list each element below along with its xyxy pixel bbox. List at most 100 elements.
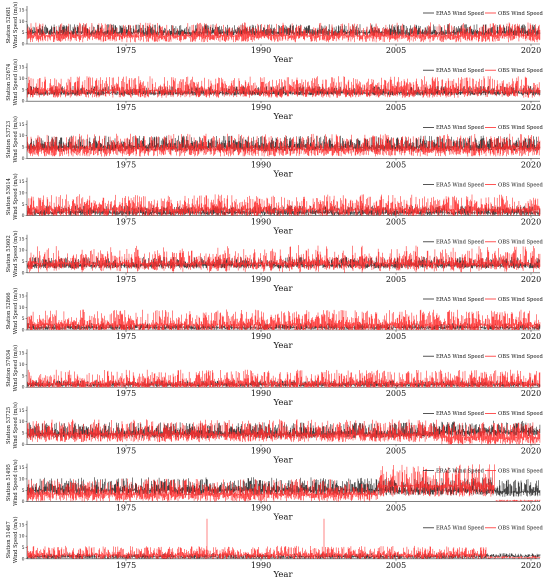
x-axis-label: Year xyxy=(272,341,293,351)
series-obs xyxy=(27,76,541,98)
x-tick-label: 2020 xyxy=(521,46,541,55)
station-label: Station 53614 xyxy=(6,177,12,215)
legend: ERA5 Wind Speed OBS Wind Speed xyxy=(423,354,543,360)
panel-5: 0 5 10 15 1975 1990 2005 2020 Year Station 53602 W… xyxy=(6,231,543,294)
legend-label-era5: ERA5 Wind Speed xyxy=(436,411,485,417)
series-obs xyxy=(27,419,541,445)
x-tick-label: 2005 xyxy=(386,446,406,455)
y-tick-label: 5 xyxy=(22,202,25,208)
legend-label-era5: ERA5 Wind Speed xyxy=(436,182,485,188)
legend-label-era5: ERA5 Wind Speed xyxy=(436,354,485,360)
y-tick-label: 10 xyxy=(19,76,25,82)
y-tick-label: 15 xyxy=(19,522,25,528)
legend-label-obs: OBS Wind Speed xyxy=(498,526,543,532)
legend: ERA5 Wind Speed OBS Wind Speed xyxy=(423,182,543,188)
y-tick-label: 10 xyxy=(19,362,25,368)
y-axis-label: Wind Speed (m/s) xyxy=(12,459,19,506)
x-tick-label: 1975 xyxy=(116,218,136,227)
x-tick-label: 1975 xyxy=(116,275,136,284)
legend-label-obs: OBS Wind Speed xyxy=(498,468,543,474)
x-tick-label: 2020 xyxy=(521,389,541,398)
x-axis-label: Year xyxy=(272,398,293,408)
station-label: Station 57034 xyxy=(6,349,12,387)
panel-9: 0 5 10 15 1975 1990 2005 2020 Year Station 51495 W… xyxy=(6,459,543,522)
x-tick-label: 1975 xyxy=(116,160,136,169)
legend-label-obs: OBS Wind Speed xyxy=(498,240,543,246)
y-tick-label: 10 xyxy=(19,133,25,139)
y-tick-label: 5 xyxy=(22,316,25,322)
y-tick-label: 0 xyxy=(22,328,25,334)
legend-label-obs: OBS Wind Speed xyxy=(498,125,543,131)
y-tick-label: 5 xyxy=(22,259,25,265)
x-tick-label: 2020 xyxy=(521,218,541,227)
x-tick-label: 1975 xyxy=(116,46,136,55)
y-axis-label: Wind Speed (m/s) xyxy=(12,345,19,392)
legend: ERA5 Wind Speed OBS Wind Speed xyxy=(423,468,543,474)
legend: ERA5 Wind Speed OBS Wind Speed xyxy=(423,125,543,131)
y-tick-label: 15 xyxy=(19,236,25,242)
y-tick-label: 5 xyxy=(22,145,25,151)
y-tick-label: 10 xyxy=(19,476,25,482)
y-tick-label: 5 xyxy=(22,87,25,93)
panel-6: 0 5 10 15 1975 1990 2005 2020 Year Station 52866 W… xyxy=(6,288,543,351)
y-axis-label: Wind Speed (m/s) xyxy=(12,173,19,220)
x-tick-label: 1990 xyxy=(251,275,271,284)
y-axis-label: Wind Speed (m/s) xyxy=(12,116,19,163)
legend-label-obs: OBS Wind Speed xyxy=(498,297,543,303)
series-obs xyxy=(27,464,541,502)
y-tick-label: 0 xyxy=(22,270,25,276)
y-axis-label: Wind Speed (m/s) xyxy=(12,402,19,449)
x-tick-label: 1975 xyxy=(116,446,136,455)
y-tick-label: 15 xyxy=(19,179,25,185)
panel-7: 0 5 10 15 1975 1990 2005 2020 Year Station 57034 W… xyxy=(6,345,543,408)
station-label: Station 52866 xyxy=(6,292,12,329)
station-label: Station 51467 xyxy=(6,521,12,558)
y-tick-label: 10 xyxy=(19,305,25,311)
x-axis-label: Year xyxy=(272,227,293,237)
x-tick-label: 1975 xyxy=(116,561,136,570)
x-axis-label: Year xyxy=(272,570,293,580)
x-tick-label: 1990 xyxy=(251,389,271,398)
station-label: Station 53723 xyxy=(6,121,12,158)
x-tick-label: 2005 xyxy=(386,103,406,112)
x-tick-label: 2020 xyxy=(521,332,541,341)
x-axis-label: Year xyxy=(272,55,293,65)
y-axis-label: Wind Speed (m/s) xyxy=(12,288,19,335)
station-label: Station 53602 xyxy=(6,235,12,272)
y-axis-label: Wind Speed (m/s) xyxy=(12,231,19,278)
x-tick-label: 2005 xyxy=(386,218,406,227)
x-tick-label: 2005 xyxy=(386,160,406,169)
legend-label-era5: ERA5 Wind Speed xyxy=(436,468,485,474)
y-axis-label: Wind Speed (m/s) xyxy=(12,59,19,106)
y-tick-label: 5 xyxy=(22,545,25,551)
x-tick-label: 2020 xyxy=(521,561,541,570)
panel-3: 0 5 10 15 1975 1990 2005 2020 Year Station 53723 W… xyxy=(6,116,543,179)
legend-label-era5: ERA5 Wind Speed xyxy=(436,11,485,17)
series-obs xyxy=(27,518,541,559)
y-tick-label: 15 xyxy=(19,465,25,471)
y-tick-label: 15 xyxy=(19,294,25,300)
x-tick-label: 2020 xyxy=(521,504,541,513)
legend-label-era5: ERA5 Wind Speed xyxy=(436,68,485,74)
x-tick-label: 2005 xyxy=(386,561,406,570)
station-label: Station 51495 xyxy=(6,464,12,501)
panel-2: 0 5 10 15 1975 1990 2005 2020 Year Station 52674 W… xyxy=(6,59,543,122)
y-tick-label: 0 xyxy=(22,213,25,219)
panel-8: 0 5 10 15 1975 1990 2005 2020 Year Station 53725 W… xyxy=(6,402,543,465)
x-axis-label: Year xyxy=(272,513,293,523)
x-tick-label: 1975 xyxy=(116,103,136,112)
x-tick-label: 1975 xyxy=(116,504,136,513)
series-obs xyxy=(27,309,541,330)
y-tick-label: 15 xyxy=(19,122,25,128)
panel-1: 0 5 10 15 1975 1990 2005 2020 Year Station 52681 W… xyxy=(6,2,543,65)
y-tick-label: 15 xyxy=(19,351,25,357)
x-tick-label: 2020 xyxy=(521,275,541,284)
y-tick-label: 15 xyxy=(19,8,25,14)
y-tick-label: 5 xyxy=(22,488,25,494)
series-obs xyxy=(27,245,541,273)
x-tick-label: 1990 xyxy=(251,504,271,513)
y-tick-label: 0 xyxy=(22,556,25,562)
y-axis-label: Wind Speed (m/s) xyxy=(12,517,19,564)
x-tick-label: 2005 xyxy=(386,389,406,398)
